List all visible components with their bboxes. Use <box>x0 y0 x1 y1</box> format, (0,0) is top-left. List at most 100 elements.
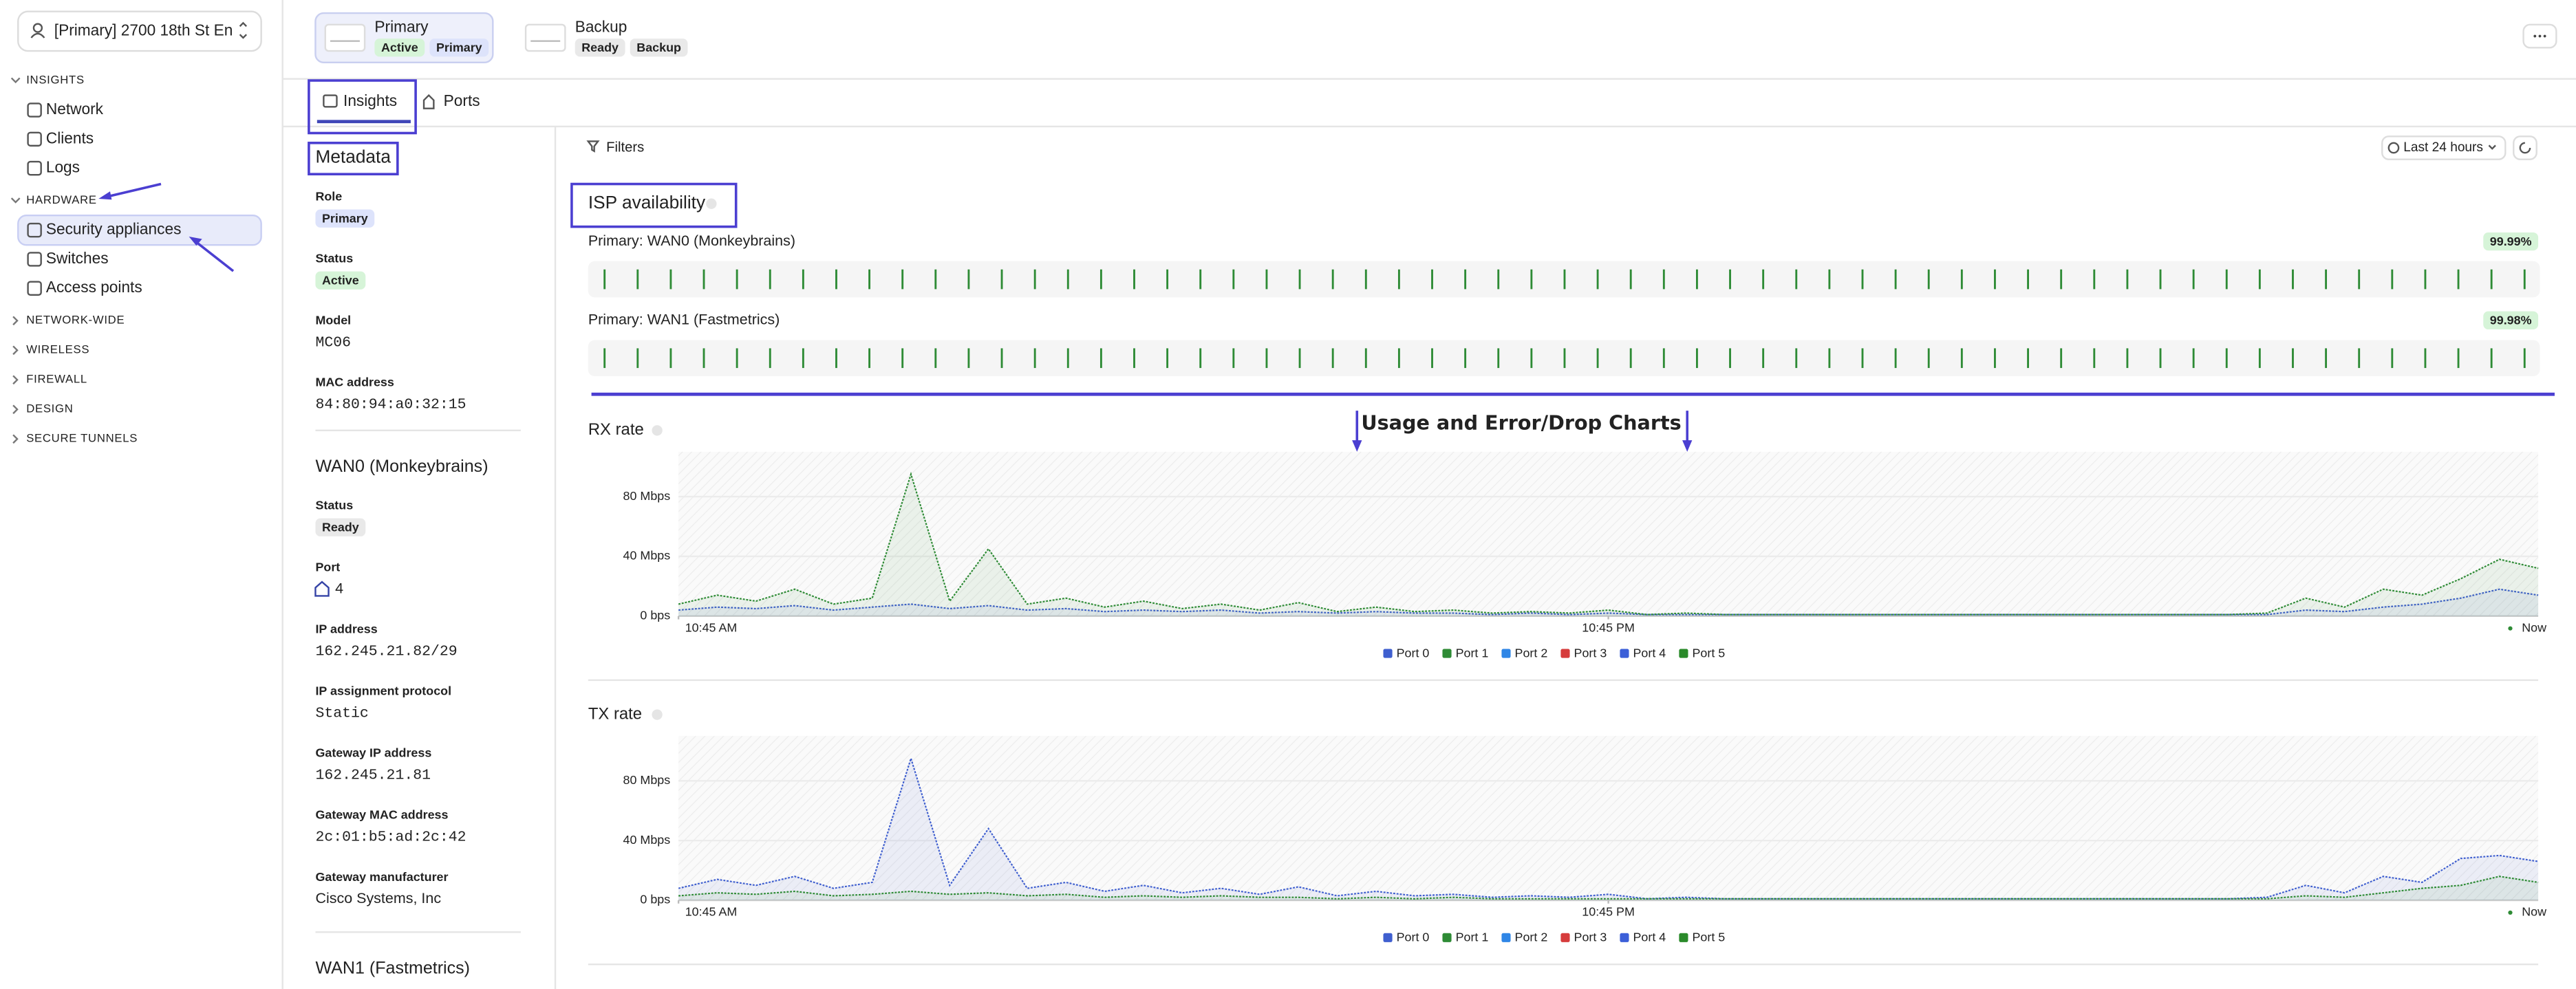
legend-label[interactable]: Port 5 <box>1692 646 1725 660</box>
device-name[interactable]: Primary <box>374 18 429 36</box>
caret <box>12 345 19 356</box>
now-dot <box>2508 910 2513 915</box>
filters-button[interactable]: Filters <box>606 140 644 155</box>
legend-label[interactable]: Port 5 <box>1692 931 1725 944</box>
legend-label[interactable]: Port 4 <box>1633 646 1666 660</box>
tab-icon <box>323 94 338 108</box>
time-range-button[interactable] <box>2381 135 2507 160</box>
section-title: Metadata <box>315 146 391 166</box>
link-label: Primary: WAN1 (Fastmetrics) <box>588 311 780 327</box>
field-label: Gateway IP address <box>315 746 431 760</box>
legend-swatch <box>1679 933 1688 942</box>
availability-badge <box>2483 232 2539 251</box>
clock-icon <box>2387 142 2400 154</box>
dot <box>2533 34 2537 38</box>
nav-item[interactable]: Switches <box>46 249 109 267</box>
section-title[interactable]: DESIGN <box>26 402 73 415</box>
port-icon <box>314 580 330 597</box>
legend-swatch <box>1560 933 1570 942</box>
network-selector[interactable] <box>17 10 262 52</box>
field-label: Status <box>315 498 353 512</box>
caret <box>12 434 19 444</box>
x-tick-label: 10:45 PM <box>1582 620 1635 634</box>
device-thumb <box>324 23 366 52</box>
field-value: 2c:01:b5:ad:2c:42 <box>315 829 466 846</box>
caret <box>10 77 21 84</box>
series-area <box>678 758 2539 901</box>
legend-label[interactable]: Port 1 <box>1456 931 1489 944</box>
field-label: Port <box>315 561 340 574</box>
section-title[interactable]: FIREWALL <box>26 373 87 386</box>
nav-item[interactable]: Security appliances <box>46 220 182 238</box>
time-range-text: Last 24 hours <box>2403 140 2483 155</box>
x-tick-label: Now <box>2522 905 2546 919</box>
section-title[interactable]: HARDWARE <box>26 193 97 206</box>
legend-swatch <box>1442 933 1452 942</box>
legend-swatch <box>1501 933 1511 942</box>
device-thumb <box>524 23 566 52</box>
chart-title: RX rate <box>588 420 644 439</box>
annotation-box <box>570 182 738 228</box>
nav-item[interactable]: Access points <box>46 278 142 296</box>
field-label: Gateway manufacturer <box>315 870 448 884</box>
filter-icon <box>586 140 600 153</box>
nav-item[interactable]: Network <box>46 100 104 118</box>
legend-label[interactable]: Port 0 <box>1397 931 1430 944</box>
y-tick-label: 40 Mbps <box>623 833 671 847</box>
icon <box>27 131 42 147</box>
legend-label[interactable]: Port 1 <box>1456 646 1489 660</box>
x-tick-label: 10:45 PM <box>1582 905 1635 919</box>
tab[interactable]: Ports <box>444 91 480 109</box>
legend-swatch <box>1383 649 1393 658</box>
chevron <box>2488 144 2496 150</box>
badge <box>315 209 375 228</box>
badge <box>315 271 366 290</box>
series-line <box>678 588 2539 616</box>
legend-swatch <box>1442 649 1452 658</box>
now-dot <box>2508 626 2513 631</box>
y-tick-label: 0 bps <box>640 893 670 906</box>
legend-label[interactable]: Port 0 <box>1397 646 1430 660</box>
legend-swatch <box>1383 933 1393 942</box>
legend-label[interactable]: Port 2 <box>1515 931 1548 944</box>
field-value: MC06 <box>315 334 351 351</box>
y-tick-label: 40 Mbps <box>623 549 671 563</box>
field-label: IP assignment protocol <box>315 684 451 698</box>
legend-label[interactable]: Port 3 <box>1574 931 1607 944</box>
field-value: 84:80:94:a0:32:15 <box>315 397 466 413</box>
section-title[interactable]: SECURE TUNNELS <box>26 432 138 445</box>
legend-label[interactable]: Port 2 <box>1515 646 1548 660</box>
icon <box>27 222 42 238</box>
icon <box>27 281 42 296</box>
plot-area <box>678 451 2539 616</box>
legend-swatch <box>1560 649 1570 658</box>
nav-item[interactable]: Logs <box>46 158 80 176</box>
legend-label[interactable]: Port 3 <box>1574 646 1607 660</box>
section-title[interactable]: INSIGHTS <box>26 73 85 86</box>
annotation-arrowhead <box>189 236 202 246</box>
legend-label[interactable]: Port 4 <box>1633 931 1666 944</box>
badge <box>429 39 489 57</box>
field-label: MAC address <box>315 376 394 389</box>
nav-item[interactable]: Clients <box>46 129 94 146</box>
plot-area <box>678 736 2539 901</box>
field-label: Gateway MAC address <box>315 808 448 822</box>
network-selector-text: [Primary] 2700 18th St En <box>54 21 233 39</box>
series-area <box>678 589 2539 616</box>
section-title[interactable]: NETWORK-WIDE <box>26 314 125 327</box>
caret <box>12 316 19 326</box>
tab[interactable]: Insights <box>343 91 397 109</box>
y-tick-label: 0 bps <box>640 608 670 622</box>
refresh-button[interactable] <box>2513 135 2537 160</box>
device-name[interactable]: Backup <box>575 18 627 36</box>
series-area <box>678 474 2539 616</box>
series-area <box>678 876 2539 901</box>
series-line <box>678 876 2539 900</box>
badge-text: Primary <box>436 41 482 54</box>
legend-swatch <box>1501 649 1511 658</box>
section-title[interactable]: WIRELESS <box>26 343 89 356</box>
chart-title: TX rate <box>588 704 642 723</box>
field-value[interactable]: 4 <box>335 580 343 596</box>
